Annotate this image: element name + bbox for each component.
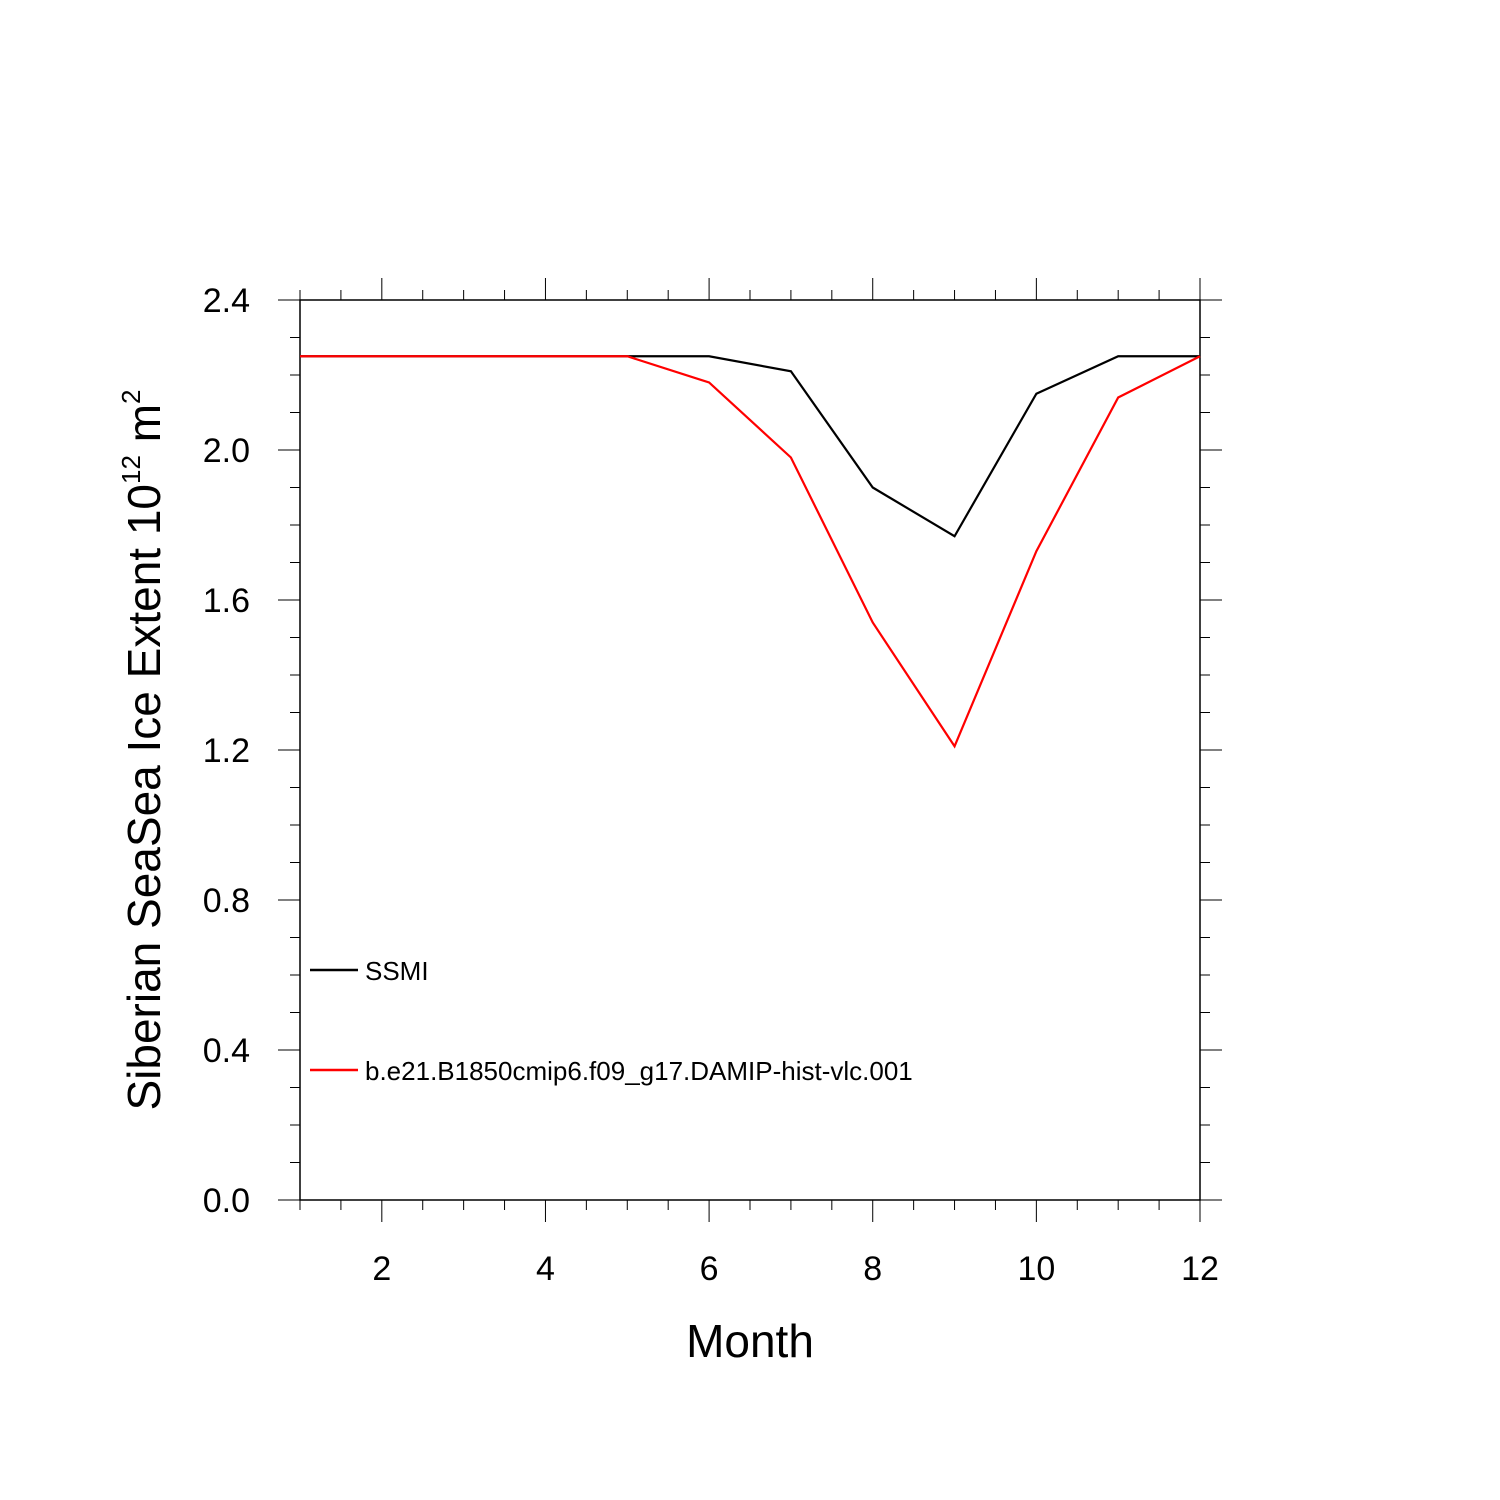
y-axis-title-main: Siberian SeaSea Ice Extent 10 [118,484,170,1111]
x-tick-label: 10 [1017,1250,1055,1288]
y-tick-label: 0.4 [203,1032,250,1070]
series-line-ssmi [300,355,1200,538]
x-axis-title: Month [686,1315,814,1367]
y-axis-title-unit-exponent: 2 [116,389,146,403]
x-tick-label: 4 [536,1250,555,1288]
axis-ticks [278,278,1222,1222]
tick-labels: 2 4 6 8 10 12 0.0 0.4 0.8 1.2 1.6 2.0 2.4 [203,282,1219,1288]
y-axis-title-exponent: 12 [116,455,146,484]
series-lines [300,355,1201,749]
x-tick-label: 2 [372,1250,391,1288]
y-tick-label: 2.4 [203,282,250,320]
y-tick-label: 0.0 [203,1182,250,1220]
legend-label-ssmi: SSMI [365,956,429,986]
y-tick-label: 0.8 [203,882,250,920]
y-axis-title: Siberian SeaSea Ice Extent 1012 m2 [116,389,170,1110]
x-tick-label: 12 [1181,1250,1219,1288]
series-line-damip [300,355,1201,749]
y-tick-label: 1.2 [203,732,250,770]
y-axis-title-unit: m [118,404,170,455]
legend-label-damip: b.e21.B1850cmip6.f09_g17.DAMIP-hist-vlc.… [365,1056,913,1086]
x-tick-label: 8 [863,1250,882,1288]
x-tick-label: 6 [700,1250,719,1288]
y-tick-label: 1.6 [203,582,250,620]
y-tick-label: 2.0 [203,432,250,470]
legend: SSMI b.e21.B1850cmip6.f09_g17.DAMIP-hist… [310,956,913,1086]
